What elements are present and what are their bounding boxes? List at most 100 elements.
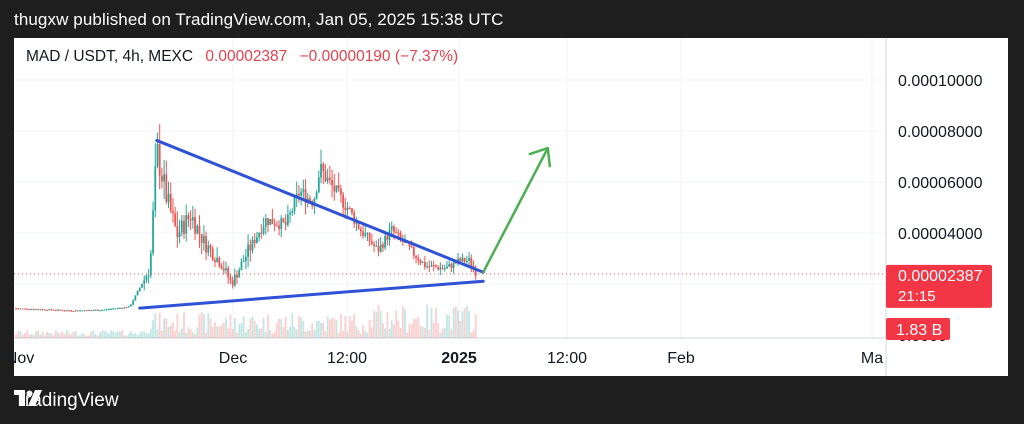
volume-bar	[359, 333, 362, 338]
candle-body	[273, 224, 276, 226]
candle-body	[247, 244, 249, 257]
candle-body	[344, 207, 347, 210]
candle-body	[275, 225, 278, 227]
candle-body	[50, 309, 53, 311]
candle-body	[191, 217, 194, 221]
candle-body	[353, 212, 356, 224]
candle-body	[463, 257, 466, 263]
last-price-tag[interactable]	[886, 264, 992, 308]
volume-bar	[183, 312, 185, 338]
candle-body	[452, 262, 455, 269]
chart-frame[interactable]: 0.00010000 0.00008000 0.00006000 0.00004000…	[14, 38, 1008, 376]
descending-trendline[interactable]	[155, 138, 485, 274]
volume-bar	[470, 332, 473, 338]
candle-body	[437, 267, 440, 270]
candle-body	[145, 276, 148, 280]
volume-bar	[313, 330, 316, 338]
volume-bar	[156, 329, 159, 338]
volume-bar	[295, 329, 298, 338]
volume-bar	[364, 330, 367, 338]
volume-bar	[220, 324, 223, 338]
candle-body	[154, 166, 157, 211]
candle-body	[158, 144, 161, 176]
candle-body	[421, 262, 424, 264]
symbol-name: MAD / USDT, 4h, MEXC	[26, 48, 194, 65]
volume-bar	[344, 316, 347, 338]
volume-bar	[264, 331, 267, 338]
volume-bar	[165, 318, 168, 338]
candle-body	[114, 308, 117, 310]
candle-body	[88, 310, 90, 312]
candle-body	[256, 237, 258, 243]
volume-bar	[309, 330, 311, 338]
volume-bar	[57, 332, 59, 338]
volume-bar	[134, 333, 137, 338]
candle-body	[379, 244, 382, 252]
candle-body	[231, 280, 234, 286]
candle-body	[90, 310, 93, 312]
footer-brand[interactable]: TradingView	[14, 390, 119, 412]
volume-bar	[88, 335, 90, 338]
volume-bar	[377, 305, 380, 338]
volume-bar	[353, 314, 356, 338]
breakout-arrow-shaft[interactable]	[481, 146, 550, 274]
candle-body	[196, 225, 199, 234]
volume-bar	[251, 316, 254, 338]
volume-bar	[324, 331, 327, 338]
volume-bar	[346, 331, 349, 338]
volume-bar	[41, 332, 44, 338]
candle-body	[200, 233, 203, 244]
candle-body	[382, 244, 384, 248]
candle-body	[432, 265, 435, 267]
volume-bar	[63, 333, 66, 338]
candle-body	[459, 258, 462, 262]
candle-body	[149, 253, 152, 276]
candle-body	[264, 218, 267, 227]
volume-bar	[326, 316, 329, 338]
volume-bar	[253, 321, 256, 338]
candle-body	[309, 198, 311, 202]
volume-bar	[185, 332, 188, 338]
candle-body	[72, 311, 75, 313]
candle-body	[227, 268, 230, 278]
candle-body	[218, 257, 221, 267]
candle-body	[211, 248, 214, 261]
candle-body	[384, 235, 387, 248]
candle-body	[298, 193, 300, 196]
volume-bar	[26, 330, 28, 338]
candle-body	[342, 194, 345, 208]
candle-body	[439, 267, 442, 270]
candle-body	[430, 265, 433, 267]
breakout-arrow-head-icon[interactable]	[528, 146, 552, 168]
candle-body	[185, 215, 188, 234]
volume-tag[interactable]	[886, 318, 950, 340]
volume-bar	[441, 328, 444, 338]
candle-body	[417, 257, 420, 261]
candle-body	[81, 310, 84, 312]
volume-bar	[127, 333, 130, 338]
volume-bar	[107, 333, 110, 338]
volume-bar	[238, 324, 241, 338]
volume-bar	[92, 330, 95, 338]
candle-body	[269, 219, 272, 226]
volume-bar	[77, 335, 79, 338]
volume-bar	[21, 334, 24, 338]
volume-bar	[317, 320, 320, 338]
ascending-trendline[interactable]	[138, 279, 485, 310]
candle-body	[450, 264, 453, 269]
volume-bar	[293, 327, 296, 338]
volume-bar	[428, 329, 431, 338]
candle-body	[359, 228, 362, 232]
candle-body	[333, 185, 336, 192]
volume-bar	[459, 320, 462, 338]
volume-bar	[123, 334, 126, 338]
candle-body	[77, 310, 79, 312]
candle-body	[348, 207, 351, 209]
volume-bar	[333, 318, 336, 338]
candlestick-chart[interactable]: 0.00010000 0.00008000 0.00006000 0.00004000…	[14, 38, 1008, 376]
candle-body	[152, 210, 154, 254]
candle-body	[284, 221, 287, 225]
candle-body	[366, 232, 369, 234]
volume-bar	[382, 323, 384, 338]
volume-bar	[432, 322, 435, 338]
